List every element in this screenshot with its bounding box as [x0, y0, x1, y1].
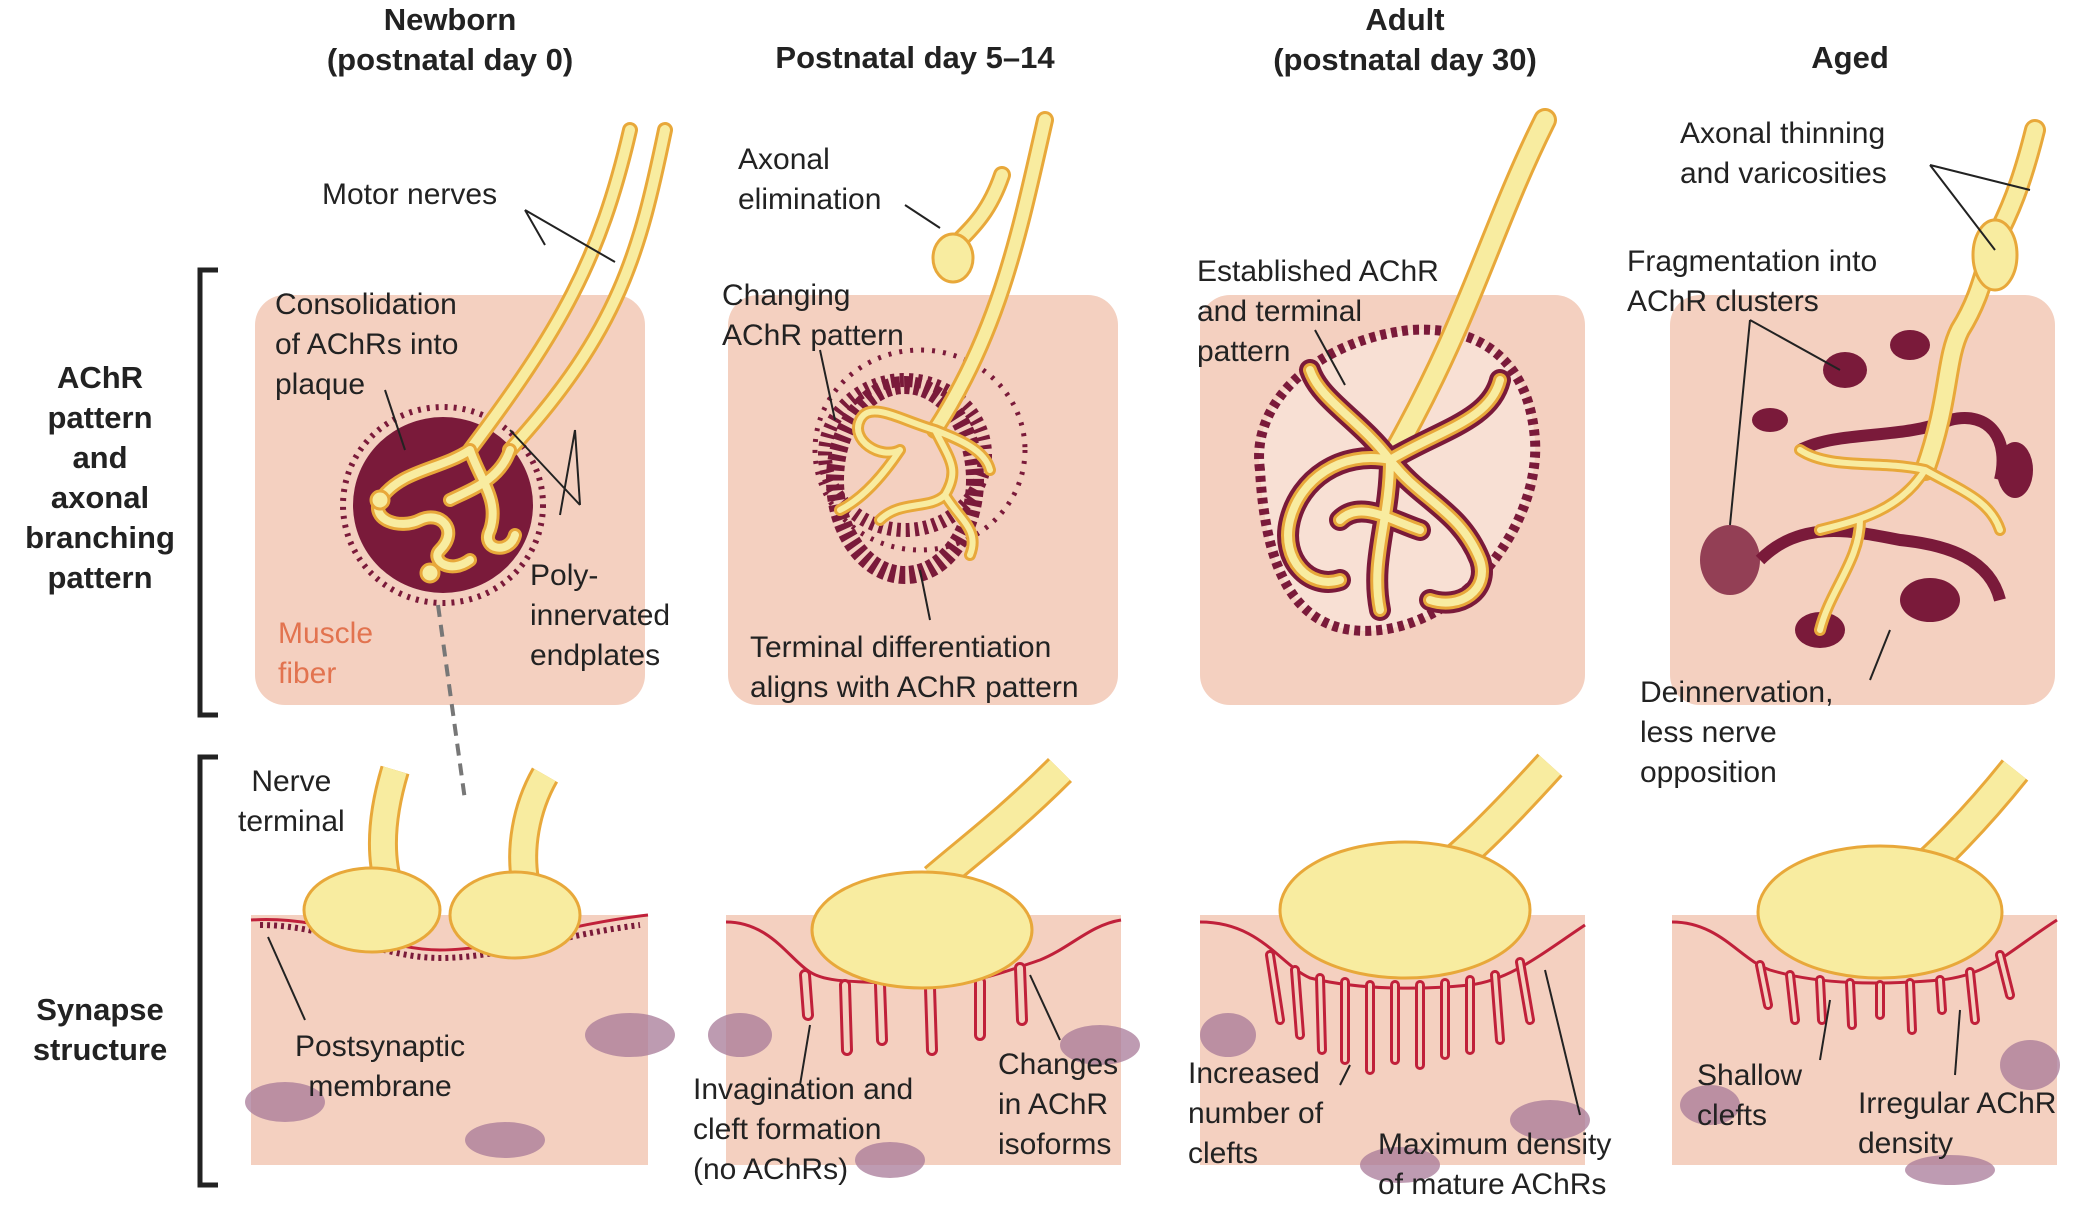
label-line: Terminal differentiation — [750, 631, 1052, 664]
row-achr-line: and — [72, 440, 128, 475]
row-synapse-line: structure — [32, 1032, 168, 1067]
label-fragmentation: Fragmentation into AChR clusters — [1627, 242, 1877, 322]
muscle-nuclei — [245, 1013, 2060, 1185]
label-line: fiber — [278, 657, 337, 690]
row-label-achr: AChR pattern and axonal branching patter… — [10, 358, 190, 598]
label-line: terminal — [238, 805, 345, 838]
label-line: Increased — [1188, 1057, 1320, 1090]
row-achr-line: pattern — [47, 560, 153, 595]
label-line: Shallow — [1697, 1059, 1803, 1092]
header-postnatal-line1: Postnatal day 5–14 — [775, 40, 1055, 75]
header-newborn: Newborn (postnatal day 0) — [300, 0, 600, 80]
row-label-synapse: Synapse structure — [10, 990, 190, 1070]
bracket-achr — [197, 267, 218, 718]
label-muscle-fiber: Muscle fiber — [278, 614, 373, 694]
label-line: pattern — [1197, 335, 1291, 368]
label-line: cleft formation — [693, 1113, 882, 1146]
adult-motor-nerve — [1277, 108, 1557, 621]
label-line: Changes — [998, 1048, 1119, 1081]
label-line: AChR pattern — [722, 319, 904, 352]
label-line: Deinnervation, — [1640, 676, 1834, 709]
label-motor-nerves: Motor nerves — [322, 175, 497, 215]
header-adult: Adult (postnatal day 30) — [1240, 0, 1570, 80]
newborn-terminal-branches — [369, 443, 522, 584]
label-line: Motor nerves — [322, 178, 498, 211]
label-line: aligns with AChR pattern — [750, 671, 1079, 704]
label-line: and terminal — [1197, 295, 1363, 328]
label-changing-achr: Changing AChR pattern — [722, 276, 904, 356]
label-deinnervation: Deinnervation, less nerve opposition — [1640, 673, 1833, 793]
label-increased-clefts: Increased number of clefts — [1188, 1054, 1323, 1174]
p5-motor-nerve — [834, 111, 1054, 561]
aged-achr-fragments — [1700, 330, 2033, 648]
header-aged: Aged — [1780, 38, 1920, 78]
label-line: AChR clusters — [1627, 285, 1819, 318]
label-consolidation: Consolidation of AChRs into plaque — [275, 285, 458, 405]
row-achr-line: pattern — [47, 400, 153, 435]
label-line: Muscle — [278, 617, 374, 650]
label-line: elimination — [738, 183, 882, 216]
label-axonal-thinning: Axonal thinning and varicosities — [1680, 114, 1887, 194]
label-line: of mature AChRs — [1378, 1168, 1607, 1201]
label-invagination: Invagination and cleft formation (no ACh… — [693, 1070, 913, 1190]
label-line: Axonal thinning — [1680, 117, 1886, 150]
label-line: density — [1858, 1127, 1954, 1160]
label-line: Poly- — [530, 559, 599, 592]
label-irregular-achr: Irregular AChR density — [1858, 1084, 2056, 1164]
label-line: Fragmentation into — [1627, 245, 1878, 278]
label-line: of AChRs into — [275, 328, 459, 361]
label-line: in AChR — [998, 1088, 1109, 1121]
label-line: plaque — [275, 368, 366, 401]
label-line: (no AChRs) — [693, 1153, 849, 1186]
label-line: endplates — [530, 639, 661, 672]
label-line: Postsynaptic — [295, 1030, 466, 1063]
label-line: clefts — [1188, 1137, 1259, 1170]
adult-synapse — [1199, 753, 1586, 1075]
label-line: Changing — [722, 279, 851, 312]
leader-lines — [267, 164, 2031, 1116]
label-line: Axonal — [738, 143, 830, 176]
label-poly-innervated: Poly- innervated endplates — [530, 556, 670, 676]
label-max-density: Maximum density of mature AChRs — [1378, 1125, 1611, 1205]
label-line: Maximum density — [1378, 1128, 1612, 1161]
header-newborn-line2: (postnatal day 0) — [326, 42, 574, 77]
label-line: Irregular AChR — [1858, 1087, 2057, 1120]
label-line: opposition — [1640, 756, 1777, 789]
label-line: Invagination and — [693, 1073, 914, 1106]
row-synapse-line: Synapse — [36, 992, 164, 1027]
newborn-synapse — [250, 765, 649, 962]
row-achr-line: axonal — [50, 480, 150, 515]
label-terminal-differentiation: Terminal differentiation aligns with ACh… — [750, 628, 1079, 708]
p5-synapse — [725, 757, 1122, 1056]
label-line: Consolidation — [275, 288, 457, 321]
label-line: innervated — [530, 599, 671, 632]
bracket-synapse — [197, 754, 218, 1188]
header-postnatal-5-14: Postnatal day 5–14 — [730, 38, 1100, 78]
aged-synapse — [1671, 759, 2058, 1035]
p5-eliminated-axon — [931, 166, 1011, 284]
label-line: isoforms — [998, 1128, 1112, 1161]
dashed-link — [436, 604, 467, 801]
label-postsynaptic-membrane: Postsynaptic membrane — [295, 1027, 465, 1107]
newborn-motor-nerves — [462, 122, 673, 458]
header-adult-line1: Adult — [1365, 2, 1445, 37]
label-nerve-terminal: Nerve terminal — [238, 762, 345, 842]
label-line: less nerve — [1640, 716, 1777, 749]
header-aged-line1: Aged — [1811, 40, 1889, 75]
row-achr-line: branching — [25, 520, 175, 555]
label-line: membrane — [308, 1070, 452, 1103]
label-line: and varicosities — [1680, 157, 1887, 190]
header-adult-line2: (postnatal day 30) — [1273, 42, 1537, 77]
label-axonal-elimination: Axonal elimination — [738, 140, 881, 220]
label-line: Established AChR — [1197, 255, 1439, 288]
header-newborn-line1: Newborn — [383, 2, 517, 37]
label-shallow-clefts: Shallow clefts — [1697, 1056, 1802, 1136]
label-line: clefts — [1697, 1099, 1768, 1132]
label-line: Nerve — [251, 765, 332, 798]
row-achr-line: AChR — [56, 360, 144, 395]
label-established: Established AChR and terminal pattern — [1197, 252, 1439, 372]
label-isoforms: Changes in AChR isoforms — [998, 1045, 1118, 1165]
label-line: number of — [1188, 1097, 1324, 1130]
